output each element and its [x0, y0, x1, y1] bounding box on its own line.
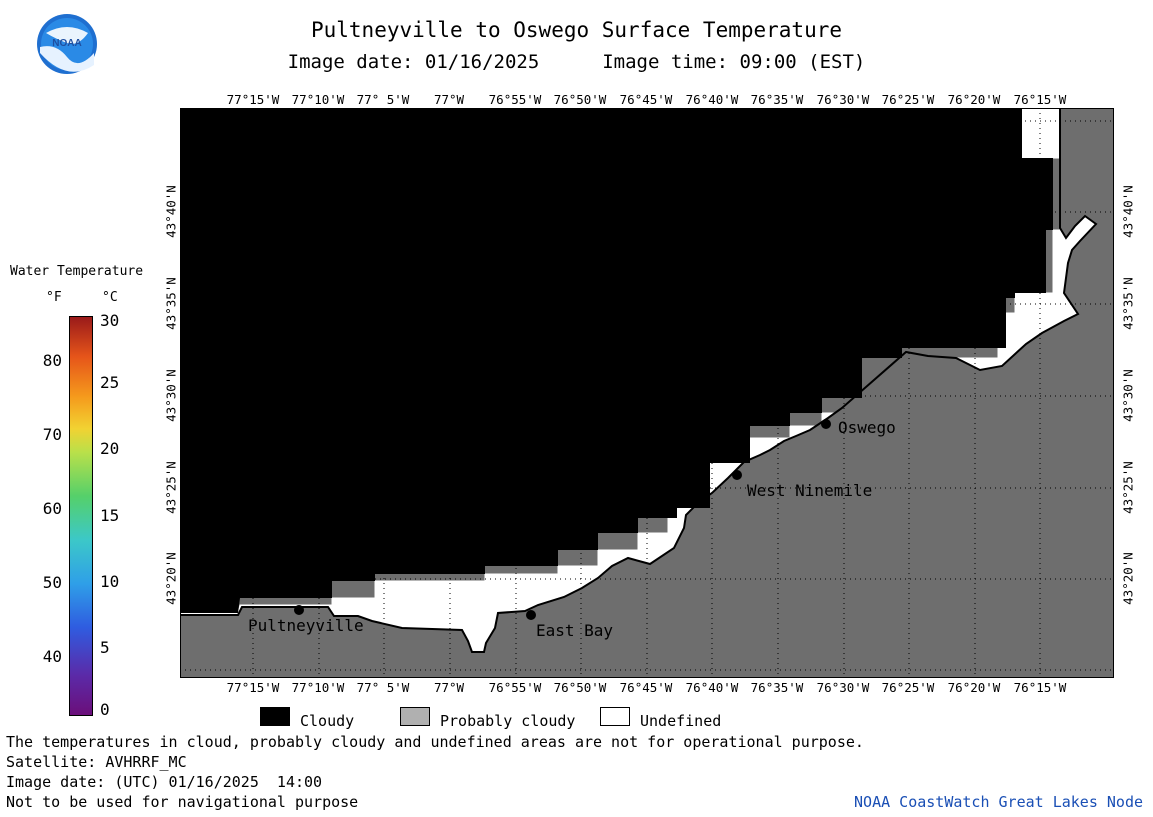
probably-cloudy-area: [180, 108, 1114, 678]
lat-label-left: 43°35'N: [163, 277, 179, 330]
lat-label-left: 43°20'N: [163, 552, 179, 605]
undefined-swatch: [600, 707, 630, 726]
lon-label-top: 77° 5'W: [356, 92, 410, 107]
lon-label-top: 76°30'W: [816, 92, 870, 107]
lon-label-bottom: 76°45'W: [619, 680, 673, 695]
lat-label-left: 43°30'N: [163, 369, 179, 422]
legend-tick-c: 25: [100, 373, 120, 392]
lon-label-top: 77°W: [433, 92, 465, 107]
lon-label-top: 77°10'W: [291, 92, 345, 107]
city-marker-icon: [821, 419, 831, 429]
cloudy-swatch: [260, 707, 290, 726]
graticule: [180, 108, 1114, 678]
legend-tick-c: 0: [100, 700, 110, 719]
temperature-colorbar: [69, 316, 93, 716]
legend-tick-f: 40: [42, 647, 62, 666]
place-label-east-bay: East Bay: [536, 621, 614, 640]
legend-tick-c: 20: [100, 439, 120, 458]
image-date-label: Image date: 01/16/2025: [287, 51, 540, 73]
lon-label-bottom: 77° 5'W: [356, 680, 410, 695]
probably-cloudy-swatch: [400, 707, 430, 726]
lon-label-bottom: 77°15'W: [226, 680, 280, 695]
undefined-label: Undefined: [640, 712, 722, 730]
lat-label-right: 43°40'N: [1120, 185, 1136, 238]
legend-tick-c: 15: [100, 506, 120, 525]
lon-label-top: 76°35'W: [750, 92, 804, 107]
unit-fahrenheit: °F: [46, 290, 62, 305]
place-label-oswego: Oswego: [838, 418, 896, 437]
legend-title: Water Temperature: [10, 264, 144, 279]
lon-label-top: 76°15'W: [1013, 92, 1067, 107]
city-marker-icon: [526, 610, 536, 620]
lon-label-bottom: 77°W: [433, 680, 465, 695]
lon-label-top: 76°50'W: [553, 92, 607, 107]
legend-tick-c: 30: [100, 311, 120, 330]
legend-tick-f: 80: [42, 351, 62, 370]
unit-celsius: °C: [102, 290, 118, 305]
city-marker-icon: [732, 470, 742, 480]
credit-text: NOAA CoastWatch Great Lakes Node: [854, 793, 1143, 811]
lon-label-top: 76°40'W: [685, 92, 739, 107]
lon-label-bottom: 76°25'W: [881, 680, 935, 695]
lon-label-bottom: 76°40'W: [685, 680, 739, 695]
utc-date-text: Image date: (UTC) 01/16/2025 14:00: [6, 773, 323, 791]
page-title: Pultneyville to Oswego Surface Temperatu…: [310, 18, 842, 42]
lon-label-bottom: 76°20'W: [947, 680, 1001, 695]
disclaimer-text: The temperatures in cloud, probably clou…: [6, 733, 864, 751]
lon-label-top: 76°20'W: [947, 92, 1001, 107]
probably-cloudy-label: Probably cloudy: [440, 712, 576, 730]
lat-label-right: 43°25'N: [1120, 461, 1136, 514]
navigation-warning: Not to be used for navigational purpose: [6, 793, 359, 811]
satellite-text: Satellite: AVHRRF_MC: [6, 753, 187, 771]
legend-tick-c: 5: [100, 638, 110, 657]
city-marker-icon: [294, 605, 304, 615]
map-frame: [180, 108, 1114, 678]
lon-label-bottom: 76°35'W: [750, 680, 804, 695]
cloudy-area: [180, 108, 1053, 613]
place-label-pultneyville: Pultneyville: [248, 616, 364, 635]
legend-tick-f: 50: [42, 573, 62, 592]
lon-label-bottom: 76°15'W: [1013, 680, 1067, 695]
lon-label-bottom: 76°50'W: [553, 680, 607, 695]
cloudy-label: Cloudy: [300, 712, 355, 730]
noaa-logo-icon: NOAA: [37, 14, 97, 74]
lon-label-top: 77°15'W: [226, 92, 280, 107]
lat-label-right: 43°35'N: [1120, 277, 1136, 330]
lon-label-top: 76°55'W: [488, 92, 542, 107]
place-label-west-ninemile: West Ninemile: [747, 481, 873, 500]
lon-label-top: 76°25'W: [881, 92, 935, 107]
lat-label-left: 43°25'N: [163, 461, 179, 514]
temperature-map: [180, 108, 1114, 678]
image-datetime: Image date: 01/16/2025 Image time: 09:00…: [0, 51, 1153, 73]
lon-label-bottom: 77°10'W: [291, 680, 345, 695]
image-time-label: Image time: 09:00 (EST): [602, 51, 866, 73]
lat-label-left: 43°40'N: [163, 185, 179, 238]
legend-tick-f: 70: [42, 425, 62, 444]
lon-label-bottom: 76°30'W: [816, 680, 870, 695]
lat-label-right: 43°20'N: [1120, 552, 1136, 605]
svg-text:NOAA: NOAA: [52, 38, 81, 49]
lat-label-right: 43°30'N: [1120, 369, 1136, 422]
legend-tick-f: 60: [42, 499, 62, 518]
legend-tick-c: 10: [100, 572, 120, 591]
lon-label-bottom: 76°55'W: [488, 680, 542, 695]
lon-label-top: 76°45'W: [619, 92, 673, 107]
